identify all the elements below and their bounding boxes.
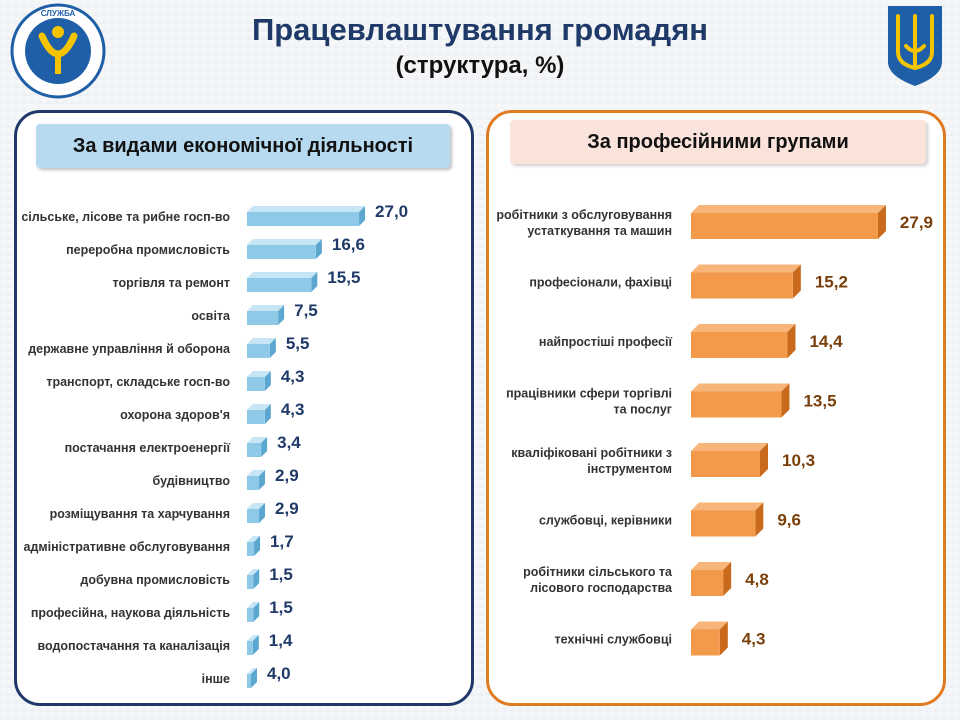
category-label: державне управління й оборона	[28, 342, 231, 356]
value-label: 7,5	[294, 301, 318, 320]
value-label: 1,7	[270, 532, 294, 551]
category-label: інше	[202, 672, 230, 686]
bar	[247, 272, 318, 292]
value-label: 27,9	[900, 213, 933, 232]
category-label: інструментом	[587, 462, 672, 476]
category-label: охорона здоров'я	[120, 408, 230, 422]
value-label: 16,6	[332, 235, 365, 254]
category-label: розміщування та харчування	[50, 507, 230, 521]
bar	[691, 383, 790, 418]
value-label: 4,3	[281, 367, 305, 386]
category-label: працівники сфери торгівлі	[506, 387, 672, 401]
bar	[691, 621, 728, 656]
bar	[691, 264, 801, 299]
bar	[691, 205, 886, 239]
bar	[247, 536, 261, 556]
value-label: 15,2	[815, 273, 848, 292]
category-label: торгівля та ремонт	[113, 276, 231, 290]
bar	[691, 324, 796, 358]
category-label: сільське, лісове та рибне госп-во	[21, 210, 230, 224]
value-label: 2,9	[275, 466, 299, 485]
category-label: постачання електроенергії	[65, 441, 231, 455]
value-label: 1,4	[269, 631, 293, 650]
bar	[247, 206, 366, 226]
value-label: 1,5	[269, 598, 293, 617]
category-label: технічні службовці	[554, 633, 672, 647]
category-label: адміністративне обслуговування	[24, 540, 231, 554]
bar	[247, 404, 271, 424]
category-label: устаткування та машин	[527, 224, 672, 238]
value-label: 9,6	[777, 511, 801, 530]
bar	[691, 502, 764, 537]
value-label: 5,5	[286, 334, 310, 353]
category-label: найпростіші професії	[539, 335, 673, 349]
professional-groups-header: За професійними групами	[510, 120, 926, 164]
bar	[247, 470, 266, 490]
bar	[247, 239, 322, 259]
bar	[247, 338, 276, 358]
svg-text:СЛУЖБА: СЛУЖБА	[41, 9, 76, 18]
category-label: робітники сільського та	[523, 565, 673, 579]
page-subtitle: (структура, %)	[395, 52, 565, 79]
bar	[247, 371, 271, 391]
bar	[247, 305, 285, 325]
bar	[247, 668, 257, 688]
value-label: 4,3	[742, 630, 766, 649]
value-label: 4,8	[745, 570, 769, 589]
category-label: добувна промисловість	[80, 573, 230, 587]
value-label: 4,0	[267, 664, 291, 683]
value-label: 4,3	[281, 400, 305, 419]
employment-service-logo: СЛУЖБА	[10, 3, 106, 99]
category-label: транспорт, складське госп-во	[46, 375, 230, 389]
bar	[247, 503, 266, 523]
category-label: водопостачання та каналізація	[38, 639, 231, 653]
bar	[247, 635, 259, 655]
category-label: лісового господарства	[530, 581, 673, 595]
trident-emblem	[888, 6, 942, 86]
economic-activity-panel	[14, 110, 474, 706]
value-label: 1,5	[269, 565, 293, 584]
bar	[247, 437, 268, 457]
category-label: та послуг	[614, 403, 672, 417]
bar	[691, 443, 769, 477]
value-label: 2,9	[275, 499, 299, 518]
category-label: освіта	[191, 309, 231, 323]
value-label: 14,4	[809, 332, 843, 351]
category-label: професіонали, фахівці	[529, 276, 672, 290]
value-label: 15,5	[327, 268, 360, 287]
bar	[691, 562, 732, 596]
category-label: професійна, наукова діяльність	[31, 606, 230, 620]
page-title: Працевлаштування громадян	[251, 12, 709, 47]
category-label: переробна промисловість	[66, 243, 230, 257]
category-label: кваліфіковані робітники з	[511, 446, 672, 460]
category-label: будівництво	[153, 474, 231, 488]
economic-activity-header: За видами економічної діяльності	[36, 124, 450, 168]
category-label: службовці, керівники	[539, 514, 672, 528]
value-label: 3,4	[277, 433, 301, 452]
value-label: 27,0	[375, 202, 408, 221]
value-label: 10,3	[782, 451, 815, 470]
bar	[247, 569, 260, 589]
category-label: робітники з обслуговування	[496, 208, 672, 222]
value-label: 13,5	[803, 392, 836, 411]
bar	[247, 602, 260, 622]
